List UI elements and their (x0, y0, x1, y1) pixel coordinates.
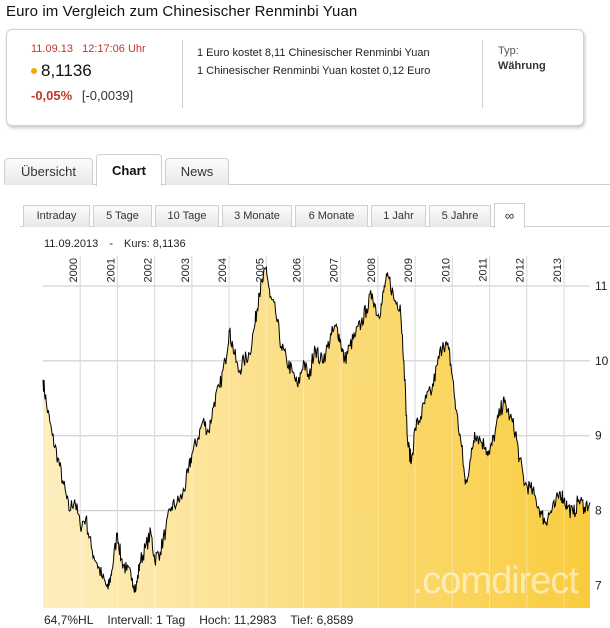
x-tick-label: 2003 (180, 258, 192, 282)
quote-type: Typ: Währung (498, 44, 546, 74)
quote-time: 12:17:06 Uhr (82, 43, 146, 55)
range-tab-6-monate[interactable]: 6 Monate (295, 205, 368, 227)
stat-interval: Intervall: 1 Tag (107, 613, 186, 627)
divider (482, 40, 483, 108)
x-tick-label: 2004 (217, 258, 229, 282)
x-tick-label: 2001 (105, 258, 117, 282)
quote-change-percent: -0,05% (31, 88, 73, 103)
tab-uebersicht[interactable]: Übersicht (4, 158, 93, 185)
range-tab-5-jahre[interactable]: 5 Jahre (429, 205, 491, 227)
y-tick-label: 11 (595, 279, 608, 293)
chart-stats: 64,7%HL Intervall: 1 Tag Hoch: 11,2983 T… (44, 613, 367, 627)
main-tabs: Übersicht Chart News (4, 154, 610, 186)
quote-price-row: 8,1136 (31, 61, 181, 81)
x-tick-label: 2009 (403, 258, 415, 282)
x-tick-label: 2013 (552, 258, 564, 282)
page-title: Euro im Vergleich zum Chinesischer Renmi… (6, 3, 358, 20)
x-tick-label: 2008 (366, 258, 378, 282)
conversion-line-2: 1 Chinesischer Renminbi Yuan kostet 0,12… (197, 65, 431, 77)
range-tab-1-jahr[interactable]: 1 Jahr (371, 205, 426, 227)
quote-price: 8,1136 (41, 61, 92, 80)
tab-chart[interactable]: Chart (96, 154, 162, 186)
x-tick-label: 2000 (68, 258, 80, 282)
quote-conversion: 1 Euro kostet 8,11 Chinesischer Renminbi… (197, 44, 430, 80)
stat-high: Hoch: 11,2983 (199, 613, 277, 627)
quote-change-absolute: [-0,0039] (81, 88, 134, 103)
status-dot-icon (31, 68, 37, 74)
watermark-logo: .comdirect (413, 560, 580, 602)
range-tab-10-tage[interactable]: 10 Tage (155, 205, 219, 227)
x-axis-labels: 2000 2001 2002 2003 2004 2005 2006 2007 2008 2009… (68, 258, 564, 282)
chart-date: 11.09.2013 (44, 238, 99, 250)
type-value: Währung (498, 60, 546, 72)
range-tab-intraday[interactable]: Intraday (23, 205, 90, 227)
type-label: Typ: (498, 45, 519, 57)
stat-hl: 64,7%HL (44, 613, 94, 627)
y-tick-label: 10 (595, 354, 609, 368)
chart-grid-overlay (79, 256, 565, 608)
quote-change: -0,05% [-0,0039] (31, 88, 181, 103)
price-chart: 2000 2001 2002 2003 2004 2005 2006 2007 2008 2009… (42, 256, 609, 608)
price-area (43, 267, 590, 608)
range-tab-max[interactable]: ∞ (494, 203, 525, 228)
x-tick-label: 2005 (254, 258, 266, 282)
range-tab-5-tage[interactable]: 5 Tage (93, 205, 152, 227)
stat-low: Tief: 6,8589 (290, 613, 354, 627)
chart-header: 11.09.2013 - Kurs: 8,1136 (44, 238, 194, 250)
chart-kurs: Kurs: 8,1136 (124, 238, 186, 250)
x-tick-label: 2007 (329, 258, 341, 282)
price-line (42, 265, 591, 593)
divider (182, 40, 183, 108)
range-tab-3-monate[interactable]: 3 Monate (222, 205, 292, 227)
conversion-line-1: 1 Euro kostet 8,11 Chinesischer Renminbi… (197, 47, 430, 59)
y-tick-label: 9 (595, 429, 602, 443)
y-tick-label: 7 (595, 579, 602, 593)
tab-news[interactable]: News (165, 158, 229, 185)
x-tick-label: 2011 (478, 258, 490, 282)
quote-box: 11.09.13 12:17:06 Uhr 8,1136 -0,05% [-0,… (6, 29, 584, 126)
x-tick-label: 2006 (291, 258, 303, 282)
quote-date: 11.09.13 (31, 43, 74, 55)
quote-main: 11.09.13 12:17:06 Uhr 8,1136 -0,05% [-0,… (31, 43, 181, 103)
x-tick-label: 2002 (143, 258, 155, 282)
y-axis-labels: 7 8 9 10 11 (595, 279, 609, 593)
quote-timestamp: 11.09.13 12:17:06 Uhr (31, 43, 181, 55)
chart-separator: - (109, 238, 113, 250)
x-tick-label: 2010 (440, 258, 452, 282)
x-tick-label: 2012 (515, 258, 527, 282)
range-tabs: Intraday 5 Tage 10 Tage 3 Monate 6 Monat… (20, 203, 610, 228)
y-tick-label: 8 (595, 504, 602, 518)
